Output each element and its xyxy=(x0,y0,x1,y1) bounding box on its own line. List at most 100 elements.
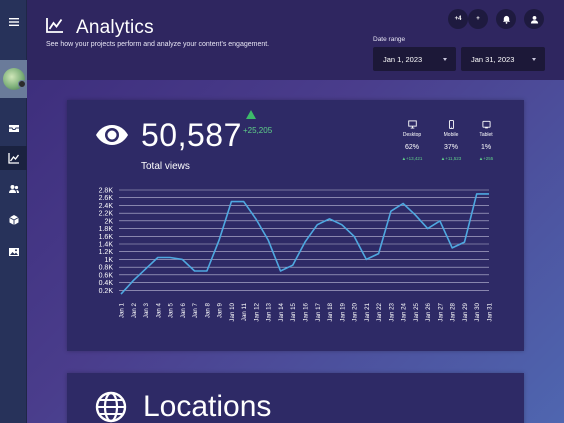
profile-button[interactable] xyxy=(524,9,544,29)
x-tick-label: Jan 19 xyxy=(339,302,346,321)
y-tick-label: 1.4K xyxy=(99,242,114,249)
total-views-card: 50,587 +25,205 Total views Desktop 62% ▲… xyxy=(67,100,524,351)
x-tick-label: Jan 28 xyxy=(450,302,457,321)
sidebar-item-products[interactable] xyxy=(0,208,27,232)
inbox-icon xyxy=(8,125,19,132)
x-tick-label: Jan 23 xyxy=(388,302,395,321)
x-tick-label: Jan 27 xyxy=(437,302,444,321)
x-tick-label: Jan 31 xyxy=(487,302,494,321)
desktop-icon xyxy=(407,120,417,129)
locations-card: Locations xyxy=(67,373,524,423)
cube-icon xyxy=(8,215,19,225)
x-tick-label: Jan 10 xyxy=(229,302,236,321)
sidebar xyxy=(0,0,27,423)
y-tick-label: 1K xyxy=(104,257,113,264)
image-icon xyxy=(8,248,19,256)
x-tick-label: Jan 5 xyxy=(168,302,175,318)
x-tick-label: Jan 22 xyxy=(376,302,383,321)
date-range-label: Date range xyxy=(373,36,406,43)
x-tick-label: Jan 2 xyxy=(131,302,138,318)
device-name: Tablet xyxy=(479,132,493,138)
analytics-title-icon xyxy=(46,18,63,33)
chevron-down-icon xyxy=(443,57,447,61)
x-tick-label: Jan 1 xyxy=(119,302,126,318)
sidebar-item-inbox[interactable] xyxy=(0,116,27,140)
eye-icon xyxy=(96,125,128,145)
device-tablet: Tablet 1% ▲+255 xyxy=(466,120,506,161)
device-percent: 37% xyxy=(443,144,458,151)
more-collaborators-button[interactable]: +4 xyxy=(448,9,468,29)
device-name: Mobile xyxy=(443,132,459,138)
notifications-button[interactable] xyxy=(496,9,516,29)
y-tick-label: 2.6K xyxy=(99,195,114,202)
avatar xyxy=(2,68,26,90)
date-start-value: Jan 1, 2023 xyxy=(383,54,423,64)
y-tick-label: 1.8K xyxy=(99,226,114,233)
x-tick-label: Jan 3 xyxy=(143,302,150,318)
user-icon xyxy=(530,15,538,24)
bell-icon xyxy=(502,15,510,24)
x-tick-label: Jan 12 xyxy=(253,302,260,321)
x-tick-label: Jan 26 xyxy=(425,302,432,321)
mobile-icon xyxy=(448,120,454,129)
x-tick-label: Jan 13 xyxy=(266,302,273,321)
date-end-select[interactable]: Jan 31, 2023 xyxy=(461,47,545,71)
chevron-down-icon xyxy=(532,57,536,61)
sidebar-item-media[interactable] xyxy=(0,240,27,264)
device-change: ▲+13,421 xyxy=(401,156,423,161)
y-tick-label: 0.2K xyxy=(99,288,114,295)
x-tick-label: Jan 6 xyxy=(180,302,187,318)
y-tick-label: 2K xyxy=(104,218,113,225)
sidebar-profile[interactable] xyxy=(0,60,27,98)
total-views-label: Total views xyxy=(141,161,190,172)
menu-icon xyxy=(8,18,19,26)
y-tick-label: 2.8K xyxy=(99,188,114,195)
y-tick-label: 1.6K xyxy=(99,234,114,241)
total-views-value: 50,587 xyxy=(141,117,242,153)
views-line-chart: 0.2K0.4K0.6K0.8K1K1.2K1.4K1.6K1.8K2K2.2K… xyxy=(99,188,494,322)
x-tick-label: Jan 18 xyxy=(327,302,334,321)
locations-title: Locations xyxy=(143,390,272,423)
page-header: Analytics See how your projects perform … xyxy=(27,0,564,80)
y-tick-label: 1.2K xyxy=(99,249,114,256)
total-views-delta: +25,205 xyxy=(243,126,273,135)
y-tick-label: 2.2K xyxy=(99,211,114,218)
x-tick-label: Jan 11 xyxy=(241,302,248,321)
x-tick-label: Jan 9 xyxy=(217,302,224,318)
trend-up-icon xyxy=(246,110,256,119)
x-tick-label: Jan 8 xyxy=(204,302,211,318)
x-tick-label: Jan 24 xyxy=(401,302,408,321)
menu-button[interactable] xyxy=(0,10,27,34)
add-button[interactable]: + xyxy=(468,9,488,29)
device-percent: 1% xyxy=(480,144,492,151)
x-tick-label: Jan 29 xyxy=(462,302,469,321)
sidebar-item-analytics[interactable] xyxy=(0,146,27,170)
device-mobile: Mobile 37% ▲+11,523 xyxy=(431,120,471,161)
device-desktop: Desktop 62% ▲+13,421 xyxy=(392,120,432,161)
views-series-line xyxy=(120,193,489,295)
users-icon xyxy=(8,185,19,193)
device-percent: 62% xyxy=(404,144,419,151)
device-change: ▲+11,523 xyxy=(440,156,462,161)
date-start-select[interactable]: Jan 1, 2023 xyxy=(373,47,456,71)
x-tick-label: Jan 25 xyxy=(413,302,420,321)
chart-icon xyxy=(7,153,19,164)
page-subtitle: See how your projects perform and analyz… xyxy=(46,41,270,48)
x-tick-label: Jan 14 xyxy=(278,302,285,321)
x-tick-label: Jan 15 xyxy=(290,302,297,321)
device-change: ▲+255 xyxy=(478,156,494,161)
sidebar-item-users[interactable] xyxy=(0,177,27,201)
x-tick-label: Jan 21 xyxy=(364,302,371,321)
tablet-icon xyxy=(481,120,491,129)
globe-icon xyxy=(95,391,127,423)
y-tick-label: 0.6K xyxy=(99,272,114,279)
x-tick-label: Jan 4 xyxy=(155,302,162,318)
x-tick-label: Jan 17 xyxy=(315,302,322,321)
page-title: Analytics xyxy=(76,17,154,38)
x-tick-label: Jan 30 xyxy=(474,302,481,321)
y-tick-label: 0.8K xyxy=(99,265,114,272)
x-tick-label: Jan 20 xyxy=(352,302,359,321)
x-tick-label: Jan 7 xyxy=(192,302,199,318)
device-name: Desktop xyxy=(402,132,422,138)
y-tick-label: 2.4K xyxy=(99,203,114,210)
